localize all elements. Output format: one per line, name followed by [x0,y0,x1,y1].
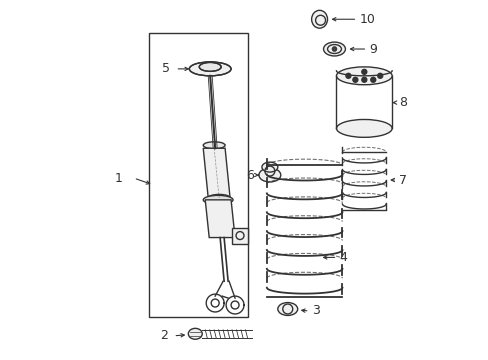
Circle shape [361,77,366,82]
Circle shape [370,77,375,82]
Text: 10: 10 [359,13,374,26]
Polygon shape [203,148,230,198]
Ellipse shape [188,328,202,339]
Text: 6: 6 [245,168,253,181]
Ellipse shape [311,10,327,28]
Text: 2: 2 [160,329,168,342]
Circle shape [361,69,366,74]
Ellipse shape [323,42,345,56]
Circle shape [332,47,336,51]
Ellipse shape [203,142,224,149]
Ellipse shape [199,62,221,71]
Circle shape [332,47,336,51]
Circle shape [345,73,350,78]
Circle shape [332,47,336,51]
Ellipse shape [189,62,231,76]
Ellipse shape [203,195,233,204]
Text: 7: 7 [398,174,407,186]
Ellipse shape [208,194,230,201]
Text: 1: 1 [115,171,122,185]
Polygon shape [205,200,235,238]
Ellipse shape [336,120,391,137]
Polygon shape [232,228,247,243]
Ellipse shape [277,302,297,315]
Text: 9: 9 [368,42,376,55]
Text: 8: 8 [398,96,407,109]
Text: 3: 3 [311,305,319,318]
Circle shape [332,47,336,51]
Ellipse shape [262,162,277,172]
Ellipse shape [336,67,391,85]
Ellipse shape [258,168,280,182]
Circle shape [332,47,336,51]
Circle shape [377,73,382,78]
Circle shape [332,47,336,51]
Text: 4: 4 [339,251,346,264]
Text: 5: 5 [162,62,170,75]
Circle shape [352,77,357,82]
